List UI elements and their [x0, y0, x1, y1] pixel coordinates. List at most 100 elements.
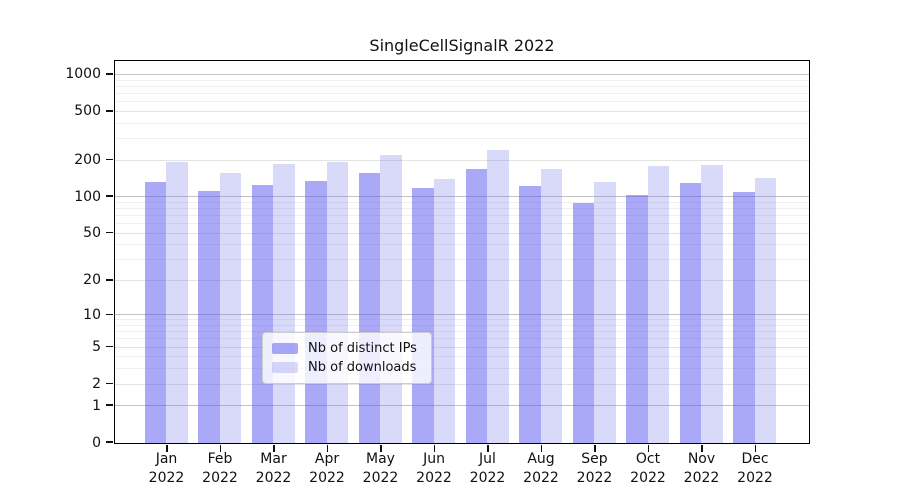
legend-swatch-distinct-ips: [272, 343, 298, 354]
x-axis-tick-label-nov: Nov 2022: [683, 451, 720, 486]
x-tick-mark: [754, 445, 756, 452]
gridline-y-800: [115, 85, 809, 87]
bar-downloads-mar: [273, 164, 295, 443]
y-tick-mark: [106, 441, 113, 443]
bar-downloads-feb: [219, 173, 241, 443]
gridline-y-10: [115, 314, 809, 316]
bar-distinct-ips-apr: [305, 180, 327, 443]
x-axis-tick-label-jan: Jan 2022: [148, 451, 185, 486]
x-axis-tick-label-mar: Mar 2022: [255, 451, 292, 486]
gridline-y-400: [115, 122, 809, 124]
x-axis-tick-label-oct: Oct 2022: [630, 451, 666, 486]
legend-swatch-downloads: [272, 362, 298, 373]
x-axis-tick-label-aug: Aug 2022: [523, 451, 559, 486]
bar-downloads-apr: [326, 161, 348, 443]
gridline-y-100: [115, 196, 809, 198]
y-tick-mark: [106, 313, 113, 315]
bar-distinct-ips-oct: [626, 194, 648, 443]
gridline-y-3: [115, 368, 809, 370]
gridline-y-6: [115, 338, 809, 340]
bar-distinct-ips-mar: [251, 185, 273, 443]
gridline-y-80: [115, 207, 809, 209]
chart-title: SingleCellSignalR 2022: [369, 36, 555, 55]
bar-distinct-ips-dec: [733, 192, 755, 443]
gridline-y-700: [115, 92, 809, 94]
x-axis-tick-label-dec: Dec 2022: [737, 451, 773, 486]
y-axis-tick-label-200: 200: [74, 152, 101, 168]
bar-downloads-may: [380, 154, 402, 443]
plot-area: [106, 60, 810, 452]
legend-label-distinct-ips: Nb of distinct IPs: [308, 341, 417, 356]
bar-downloads-sep: [594, 181, 616, 443]
bar-downloads-jul: [487, 150, 509, 443]
y-axis-tick-label-100: 100: [74, 188, 101, 205]
gridline-y-7: [115, 331, 809, 333]
bar-downloads-jan: [166, 161, 188, 443]
gridline-y-200: [115, 159, 809, 161]
bar-downloads-oct: [647, 166, 669, 443]
y-tick-mark: [106, 345, 113, 348]
y-axis-tick-label-1: 1: [92, 397, 101, 414]
gridline-y-1000: [115, 73, 809, 75]
y-axis-tick-label-5: 5: [92, 339, 101, 355]
x-tick-mark: [701, 445, 703, 452]
bar-distinct-ips-jul: [465, 168, 487, 443]
gridline-y-500: [115, 110, 809, 112]
x-axis-tick-label-jul: Jul 2022: [469, 451, 506, 486]
y-axis-tick-label-0: 0: [92, 434, 101, 451]
bar-distinct-ips-feb: [198, 190, 220, 443]
y-tick-mark: [106, 158, 113, 161]
x-tick-mark: [487, 445, 489, 452]
gridline-y-40: [115, 244, 809, 246]
bar-distinct-ips-aug: [519, 185, 541, 443]
x-axis-tick-label-may: May 2022: [362, 451, 399, 486]
y-tick-mark: [106, 382, 113, 385]
gridline-y-90: [115, 201, 809, 203]
gridline-y-70: [115, 214, 809, 216]
x-tick-mark: [380, 445, 382, 452]
y-axis-tick-label-1000: 1000: [65, 66, 101, 83]
x-tick-mark: [166, 445, 168, 452]
x-tick-mark: [273, 445, 275, 452]
y-axis-tick-label-50: 50: [83, 225, 101, 241]
gridline-y-1: [115, 405, 809, 407]
legend-label-downloads: Nb of downloads: [308, 360, 417, 375]
gridline-y-300: [115, 138, 809, 139]
gridline-y-30: [115, 259, 809, 261]
y-tick-mark: [106, 404, 113, 406]
x-tick-mark: [219, 445, 221, 452]
gridline-y-9: [115, 319, 809, 321]
gridline-y-60: [115, 223, 809, 224]
gridline-y-20: [115, 279, 809, 281]
x-tick-mark: [594, 445, 596, 452]
x-axis-tick-label-apr: Apr 2022: [309, 451, 345, 486]
y-axis-tick-label-500: 500: [74, 103, 101, 120]
x-tick-mark: [433, 445, 435, 452]
legend-entry-distinct-ips: Nb of distinct IPs: [272, 339, 422, 358]
bar-distinct-ips-jun: [412, 187, 434, 443]
bar-distinct-ips-sep: [572, 202, 594, 443]
gridline-y-2: [115, 383, 809, 385]
x-tick-mark: [540, 445, 542, 452]
y-tick-mark: [106, 73, 113, 75]
y-axis-tick-label-20: 20: [83, 272, 101, 289]
x-axis-tick-label-jun: Jun 2022: [416, 451, 452, 486]
bar-distinct-ips-may: [358, 173, 380, 443]
bar-downloads-aug: [540, 169, 562, 443]
bar-distinct-ips-jan: [144, 182, 166, 443]
gridline-y-600: [115, 101, 809, 103]
gridline-y-8: [115, 324, 809, 326]
legend: Nb of distinct IPs Nb of downloads: [262, 332, 432, 384]
bar-downloads-nov: [701, 164, 723, 443]
y-axis-tick-label-2: 2: [92, 376, 101, 392]
x-axis-tick-label-feb: Feb 2022: [202, 451, 238, 486]
bar-downloads-dec: [754, 177, 776, 443]
y-tick-mark: [106, 279, 113, 281]
x-tick-mark: [647, 445, 649, 452]
y-axis-tick-label-10: 10: [83, 306, 101, 323]
legend-entry-downloads: Nb of downloads: [272, 358, 422, 377]
x-tick-mark: [326, 445, 328, 452]
gridline-y-900: [115, 79, 809, 81]
bar-distinct-ips-nov: [679, 183, 701, 443]
gridline-y-4: [115, 356, 809, 358]
